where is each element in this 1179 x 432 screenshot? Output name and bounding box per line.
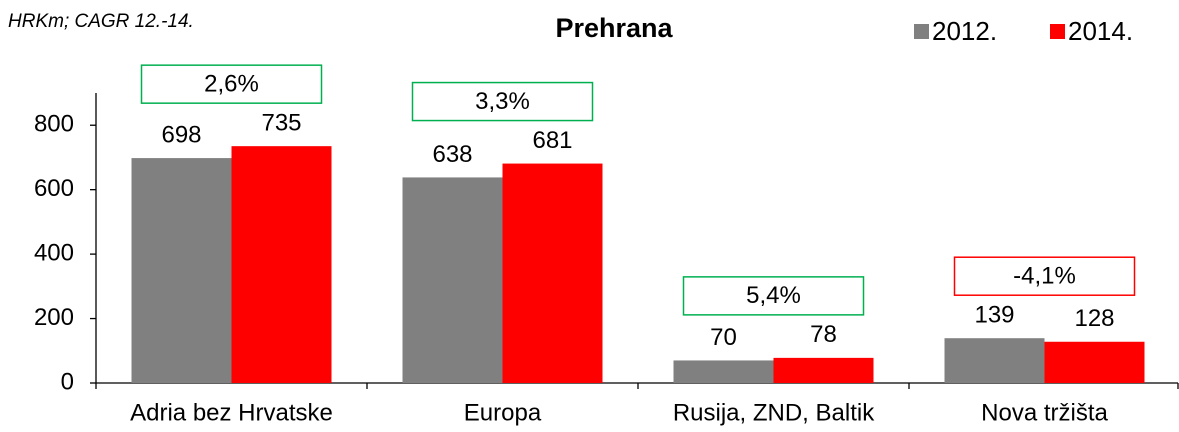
y-tick-label: 200 xyxy=(34,304,74,331)
legend-swatch xyxy=(1050,24,1065,39)
value-label: 638 xyxy=(432,141,472,168)
annotation-box xyxy=(682,276,865,316)
value-label: 698 xyxy=(161,121,201,148)
x-tick-label: Europa xyxy=(464,399,542,426)
chart-title: Prehrana xyxy=(555,13,673,43)
bar xyxy=(773,357,874,383)
annotation: 3,3% xyxy=(475,88,530,115)
y-tick-label: 0 xyxy=(61,368,74,395)
bar xyxy=(402,177,503,383)
x-tick-label: Adria bez Hrvatske xyxy=(130,399,333,426)
bar xyxy=(673,360,774,383)
chart-subtitle: HRKm; CAGR 12.-14. xyxy=(8,11,194,32)
y-tick-label: 400 xyxy=(34,239,74,266)
value-label: 735 xyxy=(261,110,301,137)
annotation: 5,4% xyxy=(746,282,801,309)
bar xyxy=(131,158,232,383)
legend-label: 2012. xyxy=(932,16,997,46)
legend-swatch xyxy=(914,24,929,39)
legend-label: 2014. xyxy=(1068,16,1133,46)
x-tick-label: Rusija, ZND, Baltik xyxy=(673,399,875,426)
bar xyxy=(944,338,1045,383)
value-label: 128 xyxy=(1074,305,1114,332)
y-tick-label: 600 xyxy=(34,175,74,202)
x-tick-label: Nova tržišta xyxy=(981,399,1108,426)
value-label: 139 xyxy=(974,302,1014,329)
annotation-box xyxy=(953,256,1136,296)
annotation-box xyxy=(140,64,323,104)
y-tick-label: 800 xyxy=(34,111,74,138)
annotation: -4,1% xyxy=(1013,263,1076,290)
annotation-box xyxy=(411,81,594,122)
annotation: 2,6% xyxy=(204,71,259,98)
bar xyxy=(1044,341,1145,383)
value-label: 681 xyxy=(532,127,572,154)
value-label: 70 xyxy=(710,324,737,351)
bar xyxy=(231,146,332,383)
value-label: 78 xyxy=(810,321,837,348)
bar xyxy=(502,163,603,383)
